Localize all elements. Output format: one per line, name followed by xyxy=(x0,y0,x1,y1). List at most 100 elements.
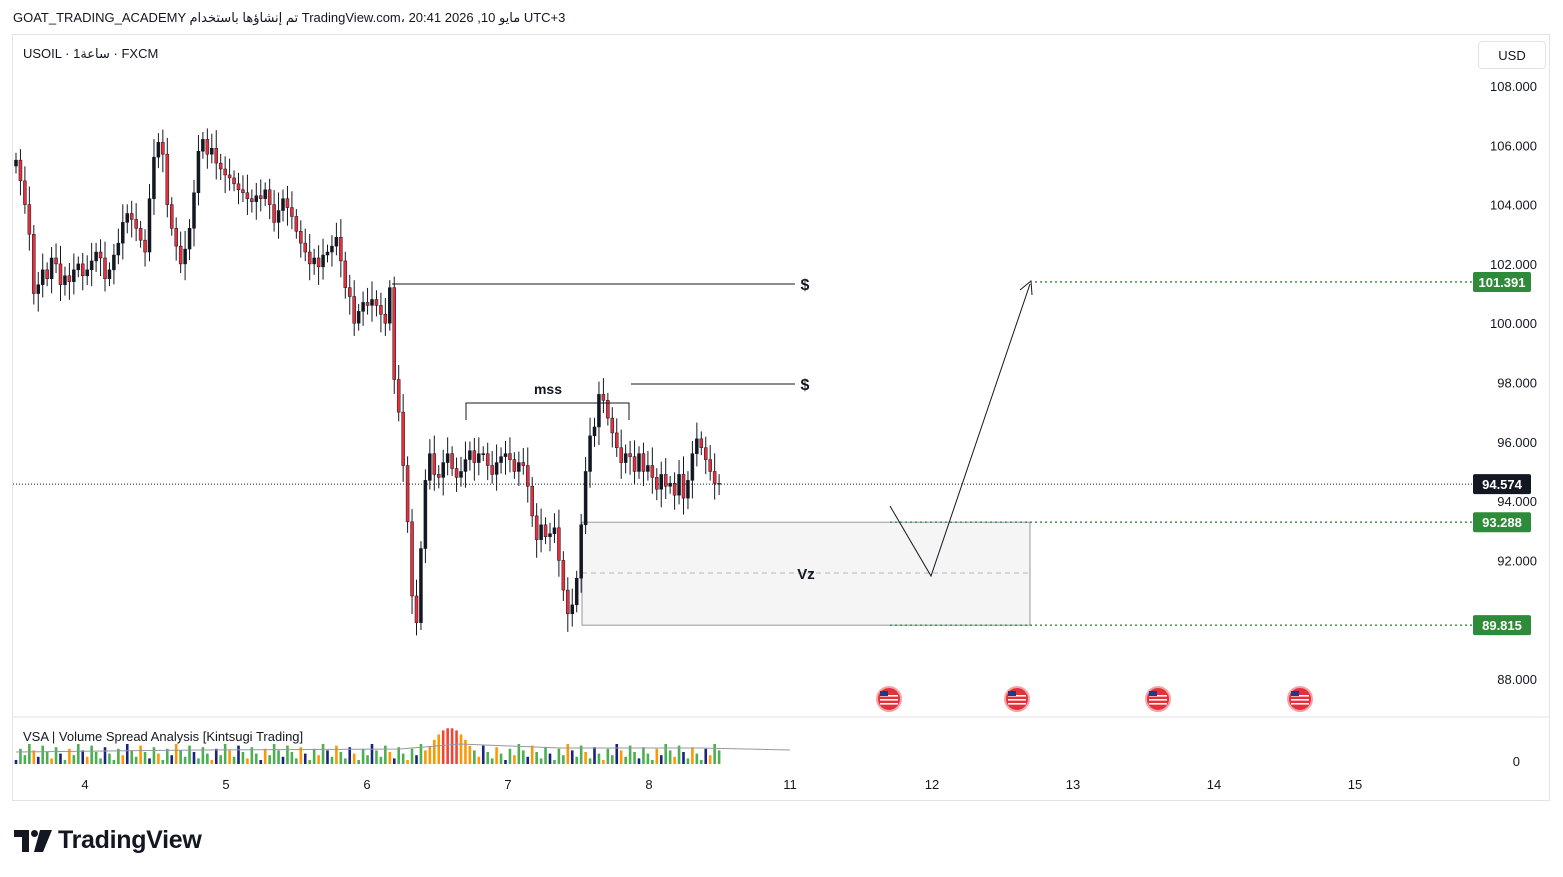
volume-bar xyxy=(655,748,659,764)
volume-bar xyxy=(651,760,654,764)
demand-zone-box[interactable] xyxy=(581,521,1031,626)
bearish-candle xyxy=(250,198,254,202)
volume-bar xyxy=(250,747,254,764)
bearish-candle xyxy=(129,213,134,220)
volume-bar xyxy=(170,755,174,764)
volume-bar xyxy=(206,753,209,764)
bullish-candle xyxy=(459,471,463,478)
us-flag-icon[interactable] xyxy=(1145,686,1171,712)
chart-author-line: GOAT_TRADING_ACADEMY تم إنشاؤها باستخدام… xyxy=(13,10,566,25)
indicator-label[interactable]: VSA | Volume Spread Analysis [Kintsugi T… xyxy=(23,729,304,744)
bearish-candle xyxy=(450,453,454,469)
symbol-info[interactable]: USOIL · 1ساعة · FXCM xyxy=(23,46,159,61)
volume-bar xyxy=(713,744,716,764)
bearish-candle xyxy=(103,257,107,279)
volume-bar xyxy=(32,750,36,764)
currency-button[interactable]: USD xyxy=(1478,41,1546,69)
volume-bar xyxy=(223,744,227,764)
liquidity-label[interactable]: $ xyxy=(801,377,810,394)
volume-bar xyxy=(397,747,400,764)
bullish-candle xyxy=(588,435,592,472)
price-tag-current: 94.574 xyxy=(1482,477,1523,492)
us-flag-icon[interactable] xyxy=(1004,686,1030,712)
us-flag-icon[interactable] xyxy=(876,686,902,712)
volume-bar xyxy=(646,753,650,764)
bearish-candle xyxy=(704,447,708,460)
bearish-candle xyxy=(566,589,570,615)
bearish-candle xyxy=(454,468,459,478)
x-axis-tick-label: 12 xyxy=(925,777,939,792)
bearish-candle xyxy=(632,456,637,472)
volume-bar xyxy=(286,745,289,764)
bearish-candle xyxy=(236,183,241,191)
volume-bar xyxy=(108,753,111,764)
x-axis-tick-label: 14 xyxy=(1207,777,1221,792)
volume-bar xyxy=(459,734,463,764)
volume-bar xyxy=(312,748,316,764)
volume-bar xyxy=(59,753,62,764)
bullish-candle xyxy=(183,248,187,265)
volume-bar xyxy=(708,755,712,764)
volume-bar xyxy=(134,756,138,764)
volume-bar xyxy=(339,752,343,764)
bullish-candle xyxy=(334,236,339,247)
mss-bracket[interactable] xyxy=(465,402,630,420)
volume-bar xyxy=(268,755,271,764)
bullish-candle xyxy=(210,148,214,155)
x-axis-tick-label: 6 xyxy=(363,777,370,792)
volume-bar xyxy=(197,758,200,764)
flag-stripe xyxy=(880,703,898,705)
mss-label[interactable]: mss xyxy=(534,381,562,397)
bullish-candle xyxy=(677,474,681,496)
volume-bar xyxy=(695,753,699,764)
price-tag-zone-top-bg xyxy=(1473,512,1531,533)
volume-bar xyxy=(148,758,151,764)
bearish-candle xyxy=(601,394,606,401)
volume-bar xyxy=(611,755,614,764)
bearish-candle xyxy=(437,474,441,478)
bullish-candle xyxy=(690,453,695,481)
bullish-candle xyxy=(201,139,205,152)
volume-bar xyxy=(659,755,663,764)
volume-bar xyxy=(441,730,445,764)
volume-bar xyxy=(570,750,574,764)
bullish-candle xyxy=(187,228,192,250)
volume-bar xyxy=(668,750,672,764)
volume-bar xyxy=(326,750,329,764)
x-axis-tick-label: 5 xyxy=(222,777,229,792)
volume-bar xyxy=(535,752,538,764)
y-axis-tick-label: 94.000 xyxy=(1497,494,1537,509)
volume-bar xyxy=(717,750,721,764)
bearish-candle xyxy=(241,189,245,193)
volume-bar xyxy=(94,752,98,764)
bearish-candle xyxy=(615,432,619,448)
bearish-candle xyxy=(214,148,218,164)
volume-bar xyxy=(366,755,369,764)
volume-bar xyxy=(121,755,125,764)
volume-bar xyxy=(406,760,409,764)
bearish-candle xyxy=(307,251,312,265)
liquidity-label[interactable]: $ xyxy=(801,277,810,294)
y-axis-tick-label: 96.000 xyxy=(1497,435,1537,450)
bearish-candle xyxy=(339,236,343,262)
vz-label[interactable]: Vz xyxy=(797,566,815,583)
volume-bar xyxy=(370,744,374,764)
bearish-candle xyxy=(232,177,236,185)
bearish-candle xyxy=(170,204,174,229)
bearish-candle xyxy=(18,159,23,182)
bullish-candle xyxy=(686,480,690,499)
bearish-candle xyxy=(396,379,401,413)
bullish-candle xyxy=(503,453,508,457)
volume-bar xyxy=(103,747,107,764)
flag-stripe xyxy=(1008,699,1026,701)
bearish-candle xyxy=(663,474,668,487)
bearish-candle xyxy=(530,486,534,517)
bullish-candle xyxy=(63,275,67,285)
projection-path[interactable] xyxy=(889,283,1031,578)
bearish-candle xyxy=(699,438,704,448)
tradingview-wordmark: TradingView xyxy=(58,826,202,854)
volume-bar xyxy=(392,758,396,764)
volume-bar xyxy=(388,752,392,764)
us-flag-icon[interactable] xyxy=(1287,686,1313,712)
